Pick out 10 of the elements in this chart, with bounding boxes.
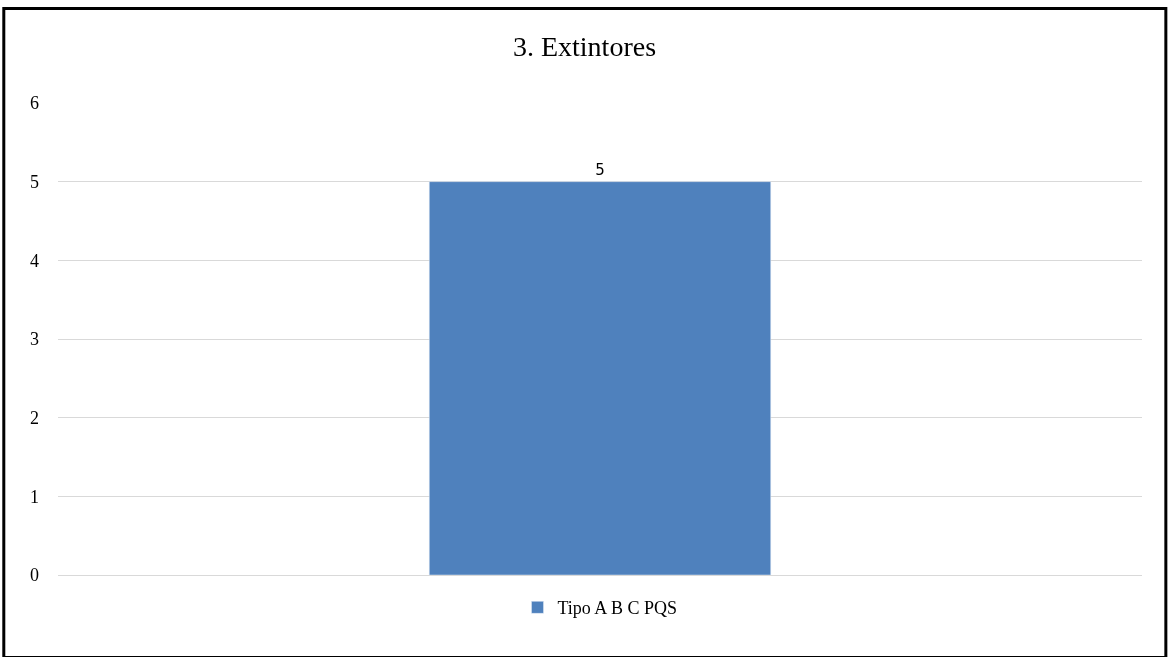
y-tick-label: 2 [30, 407, 39, 428]
y-tick-label: 3 [30, 329, 39, 350]
legend-label: Tipo A B C PQS [557, 598, 677, 619]
y-tick-label: 0 [30, 565, 39, 586]
chart-title: 3. Extintores [512, 30, 657, 62]
y-tick-label: 6 [30, 93, 39, 114]
data-label: 5 [595, 160, 605, 179]
y-tick-label: 4 [30, 250, 39, 271]
y-tick-label: 1 [30, 486, 39, 507]
y-tick-label: 5 [30, 171, 39, 192]
